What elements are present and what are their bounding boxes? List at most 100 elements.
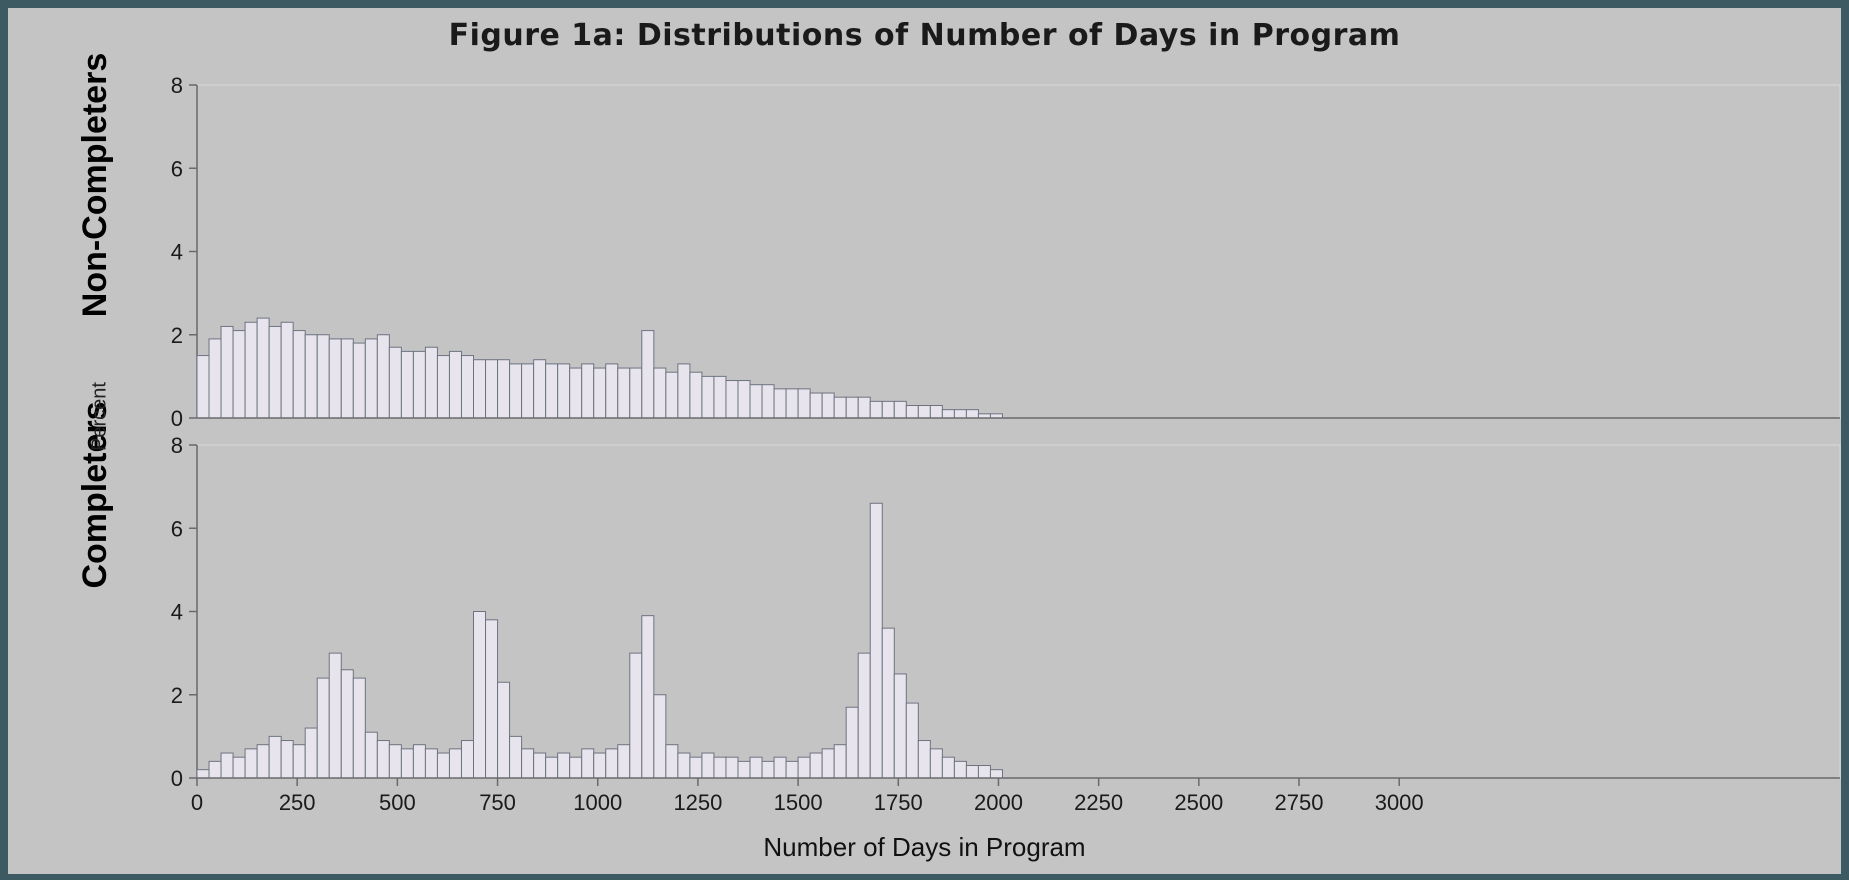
x-tick-label: 2750 [1275, 790, 1324, 815]
histogram-bar [869, 400, 883, 419]
histogram-bar [665, 744, 679, 779]
x-tick-label: 1250 [673, 790, 722, 815]
y-tick-label: 0 [171, 406, 183, 431]
histogram-bar [893, 400, 907, 419]
histogram-bar [280, 321, 294, 419]
histogram-bar [593, 367, 607, 419]
histogram-bar [929, 405, 943, 419]
histogram-bar [905, 405, 919, 419]
histogram-bar [376, 334, 390, 419]
histogram-bar [725, 380, 739, 419]
histogram-bar [436, 355, 450, 419]
histogram-bar [857, 396, 871, 419]
histogram-bar [316, 334, 330, 419]
histogram-bar [364, 731, 378, 779]
histogram-bar [232, 330, 246, 419]
histogram-bar [581, 363, 595, 419]
histogram-bar [677, 752, 691, 779]
histogram-bar [653, 694, 667, 779]
histogram-bar [641, 330, 655, 419]
histogram-bar [485, 359, 499, 419]
panel-completers: 0 2 4 6 8 [171, 433, 1841, 791]
histogram-bar [917, 405, 931, 419]
histogram-bar [869, 502, 883, 779]
histogram-bar [460, 740, 475, 779]
histogram-bar [845, 396, 859, 419]
histogram-bar [893, 673, 907, 779]
histogram-bar [569, 367, 583, 419]
histogram-bar [701, 752, 715, 779]
y-tick-label: 6 [171, 156, 183, 181]
histogram-bar [989, 769, 1003, 779]
histogram-bar [689, 371, 703, 419]
histogram-bar [497, 359, 511, 419]
histogram-bar [304, 334, 318, 419]
histogram-bar [208, 760, 222, 779]
histogram-bar [917, 740, 931, 779]
histogram-bar [725, 756, 739, 779]
histogram-bar [569, 756, 583, 779]
histogram-bar [797, 756, 811, 779]
y-tick-label: 6 [171, 516, 183, 541]
histogram-bar [280, 740, 294, 779]
histogram-bar [304, 727, 318, 779]
histogram-bar [292, 330, 306, 419]
histogram-bar [617, 744, 631, 779]
histogram-bar [953, 760, 967, 779]
histogram-bar [773, 756, 787, 779]
histogram-bar [641, 615, 655, 779]
histogram-bar [316, 677, 330, 779]
histogram-bar [581, 748, 595, 779]
histogram-bar [749, 384, 763, 419]
y-tick-label: 0 [171, 766, 183, 791]
histogram-bar [521, 363, 535, 419]
histogram-bar [809, 392, 823, 419]
x-tick-label: 500 [379, 790, 416, 815]
histogram-bar [424, 748, 438, 779]
histogram-bar [605, 748, 619, 779]
histogram-bar [749, 756, 763, 779]
histogram-bar [268, 325, 282, 419]
histogram-bar [473, 359, 487, 419]
y-tick-label: 8 [171, 433, 183, 458]
y-tick-label: 4 [171, 240, 183, 265]
histogram-bar [364, 338, 378, 419]
histogram-bar [460, 355, 475, 419]
histogram-bar [352, 342, 366, 419]
histogram-bar [737, 380, 751, 419]
chart-title: Figure 1a: Distributions of Number of Da… [448, 18, 1401, 53]
x-tick-label: 750 [479, 790, 516, 815]
histogram-bar [400, 350, 414, 419]
panel-border [196, 444, 1841, 779]
histogram-bar [761, 760, 775, 779]
histogram-bar [821, 748, 835, 779]
histogram-bar [509, 735, 523, 779]
histogram-bar [677, 363, 691, 419]
histogram-bar [448, 748, 462, 779]
histogram-bar [881, 627, 895, 779]
histogram-bar [485, 619, 499, 779]
histogram-bar [256, 317, 270, 419]
histogram-bar [352, 677, 366, 779]
histogram-bar [533, 359, 547, 419]
x-axis-label: Number of Days in Program [763, 832, 1086, 862]
histogram-bar [761, 384, 775, 419]
histogram-bar [244, 321, 258, 419]
histogram-bar [473, 611, 487, 779]
panel-non-completers: 0 2 4 6 8 [171, 73, 1841, 431]
histogram-bar [256, 744, 270, 779]
histogram-bar [713, 375, 727, 419]
histogram-bar [785, 760, 799, 779]
histogram-bar [617, 367, 631, 419]
x-tick-label: 3000 [1375, 790, 1424, 815]
histogram-bar [521, 748, 535, 779]
histogram-bar [797, 388, 811, 419]
histogram-bar [388, 744, 402, 779]
histogram-bar [821, 392, 835, 419]
histogram-bar [376, 740, 390, 779]
histogram-bar [941, 756, 955, 779]
histogram-bar [196, 769, 210, 779]
histogram-bar [977, 765, 991, 779]
histogram-bar [412, 350, 426, 419]
histogram-bar [220, 752, 234, 779]
